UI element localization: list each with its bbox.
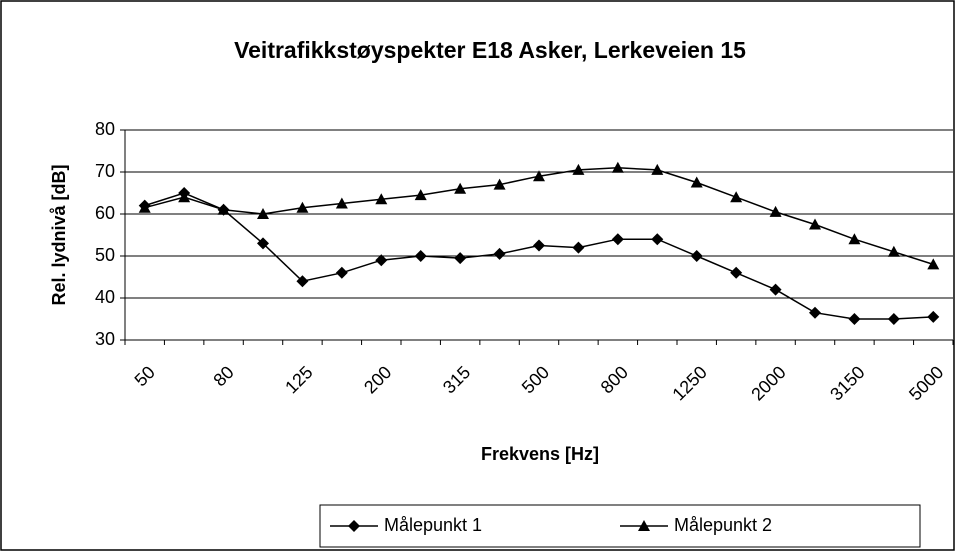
legend: Målepunkt 1 Målepunkt 2: [319, 504, 921, 548]
data-point: [335, 197, 348, 209]
data-point: [690, 250, 703, 262]
data-point: [533, 239, 545, 252]
data-point: [414, 250, 427, 262]
data-point: [848, 233, 861, 245]
data-point: [887, 245, 900, 257]
data-point: [730, 191, 743, 203]
data-point: [848, 313, 861, 325]
data-point: [809, 306, 821, 319]
legend-label: Målepunkt 1: [384, 515, 482, 535]
data-point: [533, 170, 545, 182]
data-point: [651, 163, 664, 175]
data-point: [493, 247, 506, 260]
data-point: [690, 176, 703, 188]
data-point: [414, 189, 427, 201]
legend-marker: [638, 520, 650, 531]
data-point: [217, 203, 230, 215]
data-point: [611, 161, 624, 173]
data-point: [927, 258, 940, 270]
data-point: [454, 252, 467, 265]
y-tick-label: 80: [95, 119, 115, 139]
y-tick-label: 50: [95, 245, 115, 265]
data-point: [887, 313, 900, 325]
y-tick-label: 60: [95, 203, 115, 223]
data-point: [178, 191, 191, 203]
y-axis-label: Rel. lydnivå [dB]: [49, 164, 69, 305]
data-point: [296, 275, 309, 288]
data-point: [769, 205, 782, 217]
data-point: [138, 201, 151, 213]
data-point: [335, 266, 348, 279]
data-point: [651, 233, 664, 246]
data-point: [257, 237, 269, 250]
chart-title: Veitrafikkstøyspekter E18 Asker, Lerkeve…: [234, 37, 746, 63]
y-tick-label: 30: [95, 329, 115, 349]
data-point: [927, 310, 940, 323]
data-point: [572, 241, 585, 254]
data-point: [572, 163, 585, 175]
data-point: [375, 254, 388, 267]
data-point: [730, 266, 743, 279]
data-point: [611, 233, 624, 246]
data-point: [257, 208, 269, 219]
x-axis-label: Frekvens [Hz]: [481, 444, 599, 464]
data-point: [809, 218, 821, 230]
y-tick-label: 40: [95, 287, 115, 307]
data-point: [493, 178, 506, 190]
legend-marker: [348, 520, 360, 532]
y-tick-label: 70: [95, 161, 115, 181]
data-point: [454, 182, 467, 194]
data-point: [375, 193, 388, 205]
data-point: [769, 283, 782, 296]
legend-label: Målepunkt 2: [674, 515, 772, 535]
data-point: [296, 201, 309, 213]
